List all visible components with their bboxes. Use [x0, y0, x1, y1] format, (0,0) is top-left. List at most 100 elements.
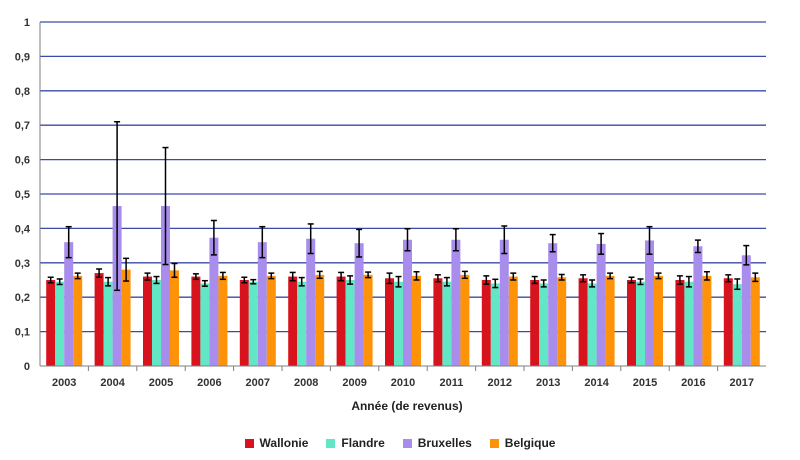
y-tick-label: 0,5: [15, 189, 30, 201]
legend-item-belgique: Belgique: [489, 436, 556, 450]
bar-wallonie: [191, 276, 201, 366]
legend-swatch: [326, 438, 336, 448]
bar-belgique: [170, 270, 179, 366]
bar-flandre: [345, 280, 355, 366]
bar-flandre: [394, 281, 403, 366]
bar-wallonie: [239, 280, 249, 366]
bar-belgique: [73, 275, 83, 366]
x-axis-label: Année (de revenus): [351, 399, 462, 413]
x-tick-label: 2012: [488, 377, 512, 389]
bar-flandre: [152, 280, 161, 366]
bar-flandre: [442, 281, 452, 366]
bar-flandre: [55, 281, 65, 366]
bar-belgique: [557, 277, 567, 366]
bar-flandre: [490, 283, 500, 366]
bar-belgique: [412, 275, 421, 366]
legend-label: Bruxelles: [417, 436, 472, 450]
x-tick-label: 2004: [100, 377, 125, 389]
bar-bruxelles: [64, 242, 74, 366]
bar-belgique: [218, 275, 228, 366]
x-tick-label: 2014: [584, 377, 609, 389]
y-tick-label: 0,9: [15, 51, 30, 63]
legend-item-flandre: Flandre: [326, 436, 385, 450]
bar-flandre: [103, 281, 113, 366]
legend-label: Flandre: [341, 436, 385, 450]
bar-bruxelles: [161, 206, 170, 366]
y-tick-label: 1: [24, 17, 30, 29]
x-tick-label: 2011: [439, 377, 463, 389]
x-tick-label: 2008: [294, 377, 318, 389]
y-tick-label: 0,3: [15, 258, 30, 270]
bar-belgique: [121, 269, 131, 366]
x-tick-label: 2003: [52, 377, 76, 389]
bar-bruxelles: [645, 240, 654, 366]
bar-wallonie: [481, 280, 491, 366]
legend-label: Belgique: [504, 436, 556, 450]
bar-wallonie: [723, 278, 733, 366]
legend-swatch: [402, 438, 412, 448]
bar-bruxelles: [306, 238, 316, 366]
bar-flandre: [539, 283, 549, 366]
legend-swatch: [489, 438, 499, 448]
bar-bruxelles: [499, 239, 509, 366]
bar-wallonie: [94, 273, 104, 366]
bar-wallonie: [143, 276, 152, 366]
bar-flandre: [297, 281, 307, 366]
y-tick-label: 0,7: [15, 120, 30, 132]
bar-bruxelles: [209, 237, 219, 366]
x-tick-label: 2016: [681, 377, 705, 389]
bar-wallonie: [627, 280, 636, 366]
bar-belgique: [363, 274, 373, 366]
bar-bruxelles: [451, 239, 461, 366]
x-tick-label: 2007: [246, 377, 270, 389]
bar-bruxelles: [741, 255, 751, 366]
y-tick-label: 0,6: [15, 155, 30, 167]
bars: [46, 206, 760, 366]
legend-swatch: [244, 438, 254, 448]
x-tick-label: 2017: [730, 377, 754, 389]
bar-wallonie: [675, 280, 685, 366]
bar-wallonie: [530, 280, 540, 366]
bar-bruxelles: [403, 239, 412, 366]
bar-belgique: [508, 276, 518, 366]
legend-item-bruxelles: Bruxelles: [402, 436, 472, 450]
bar-bruxelles: [596, 243, 606, 366]
bar-wallonie: [288, 276, 298, 366]
bar-wallonie: [433, 278, 443, 366]
bar-flandre: [587, 283, 597, 366]
legend: Wallonie Flandre Bruxelles Belgique: [0, 436, 800, 450]
legend-item-wallonie: Wallonie: [244, 436, 309, 450]
y-tick-label: 0: [24, 361, 30, 373]
bar-flandre: [200, 283, 210, 366]
bar-bruxelles: [548, 243, 558, 366]
bar-flandre: [636, 281, 645, 366]
legend-label: Wallonie: [259, 436, 309, 450]
y-tick-label: 0,4: [15, 223, 31, 235]
bar-wallonie: [385, 278, 394, 366]
bar-bruxelles: [257, 242, 267, 366]
bar-belgique: [750, 277, 760, 366]
x-tick-label: 2005: [149, 377, 173, 389]
y-axis-ticks: 0 0,1 0,2 0,3 0,4 0,5 0,6 0,7 0,8 0,9 1: [15, 17, 31, 373]
error-bars: [47, 121, 759, 292]
bar-belgique: [460, 274, 470, 366]
x-tick-label: 2009: [342, 377, 366, 389]
x-tick-label: 2006: [197, 377, 221, 389]
bar-wallonie: [336, 276, 346, 366]
bar-wallonie: [578, 278, 588, 366]
x-axis-ticks: 2003 2004 2005 2006 2007 2008 2009 2010 2011 2012…: [52, 377, 754, 389]
bar-belgique: [654, 275, 663, 366]
chart: 00,10,20,30,40,50,60,70,80,91 2003 2004 20…: [15, 17, 766, 413]
bar-wallonie: [46, 280, 56, 366]
bar-belgique: [266, 275, 276, 366]
bar-belgique: [702, 275, 712, 366]
y-tick-label: 0,2: [15, 292, 30, 304]
bar-belgique: [315, 274, 325, 366]
bar-belgique: [605, 275, 615, 366]
x-tick-label: 2010: [391, 377, 415, 389]
bar-flandre: [684, 281, 694, 366]
y-tick-label: 0,1: [15, 327, 30, 339]
bar-flandre: [248, 281, 258, 366]
y-tick-label: 0,8: [15, 86, 30, 98]
bar-flandre: [732, 284, 742, 366]
